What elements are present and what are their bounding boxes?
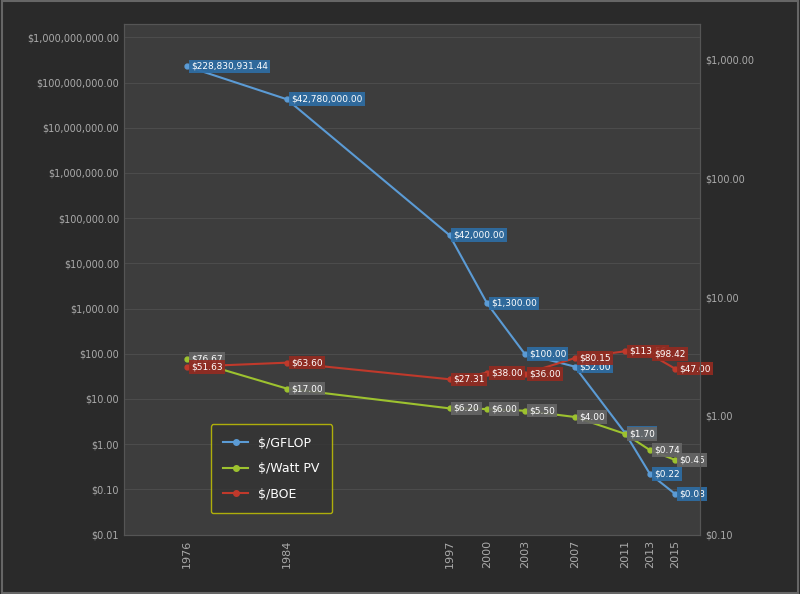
Text: $98.42: $98.42	[654, 350, 686, 359]
Text: $80.15: $80.15	[579, 353, 610, 362]
Text: $5.50: $5.50	[529, 406, 554, 415]
Text: $1.80: $1.80	[629, 428, 655, 437]
Text: $100.00: $100.00	[529, 349, 566, 358]
Text: $0.45: $0.45	[679, 456, 705, 465]
Legend: $/GFLOP, $/Watt PV, $/BOE: $/GFLOP, $/Watt PV, $/BOE	[211, 424, 332, 513]
Text: $4.00: $4.00	[579, 412, 605, 422]
Text: $1,300.00: $1,300.00	[491, 299, 537, 308]
Text: $38.00: $38.00	[491, 368, 523, 377]
Text: $0.74: $0.74	[654, 446, 680, 454]
Text: $36.00: $36.00	[529, 369, 561, 378]
Text: $27.31: $27.31	[454, 375, 486, 384]
Text: $76.67: $76.67	[190, 355, 222, 364]
Text: $228,830,931.44: $228,830,931.44	[190, 62, 268, 71]
Text: $42,000.00: $42,000.00	[454, 230, 505, 240]
Text: $6.20: $6.20	[454, 404, 479, 413]
Text: $0.22: $0.22	[654, 469, 680, 478]
Text: $0.08: $0.08	[679, 489, 705, 498]
Text: $42,780,000.00: $42,780,000.00	[291, 94, 362, 104]
Text: $63.60: $63.60	[291, 358, 322, 367]
Text: $51.63: $51.63	[190, 362, 222, 371]
Text: $1.70: $1.70	[629, 429, 655, 438]
Text: $17.00: $17.00	[291, 384, 322, 393]
Text: $47.00: $47.00	[679, 364, 710, 373]
Text: $6.00: $6.00	[491, 405, 517, 413]
Text: $113.56: $113.56	[629, 347, 666, 356]
Text: $52.00: $52.00	[579, 362, 610, 371]
